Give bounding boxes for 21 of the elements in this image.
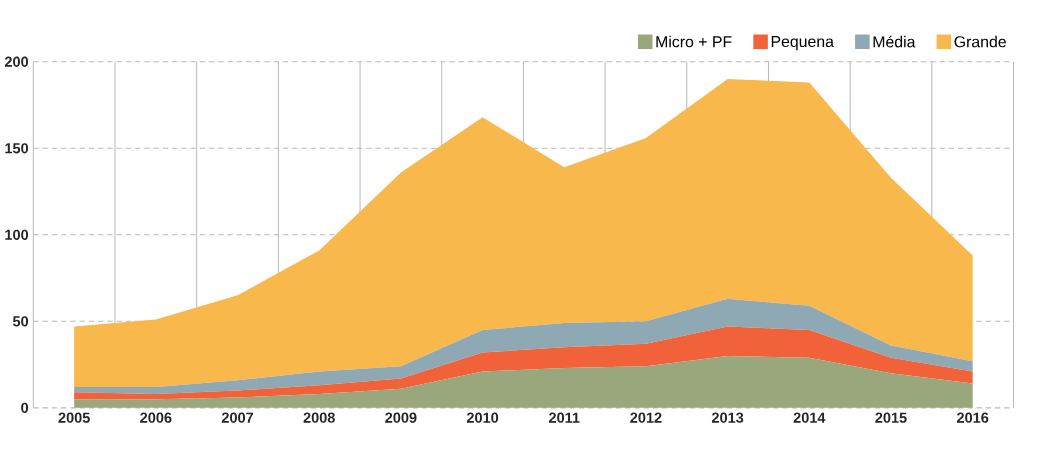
y-tick-label: 200 <box>4 56 29 68</box>
x-tick-label: 2005 <box>58 412 90 423</box>
x-tick-label: 2015 <box>875 412 907 423</box>
x-tick-label: 2011 <box>548 412 580 423</box>
legend-label: Grande <box>954 35 1006 48</box>
x-tick-label: 2006 <box>140 412 172 423</box>
x-tick-label: 2014 <box>793 412 826 423</box>
x-tick-label: 2012 <box>630 412 662 423</box>
x-tick-label: 2016 <box>957 412 989 423</box>
legend-label: Média <box>873 35 916 48</box>
y-tick-label: 0 <box>21 402 29 414</box>
x-tick-label: 2008 <box>303 412 335 423</box>
legend-label: Pequena <box>771 36 834 51</box>
x-tick-label: 2009 <box>385 412 417 423</box>
y-tick-label: 150 <box>5 143 29 154</box>
x-tick-label: 2010 <box>466 412 499 423</box>
x-tick-label: 2013 <box>711 412 744 423</box>
legend-label: Micro + PF <box>656 35 732 48</box>
y-tick-label: 50 <box>12 316 29 327</box>
x-tick-label: 2007 <box>221 412 254 423</box>
y-tick-label: 100 <box>5 229 29 241</box>
